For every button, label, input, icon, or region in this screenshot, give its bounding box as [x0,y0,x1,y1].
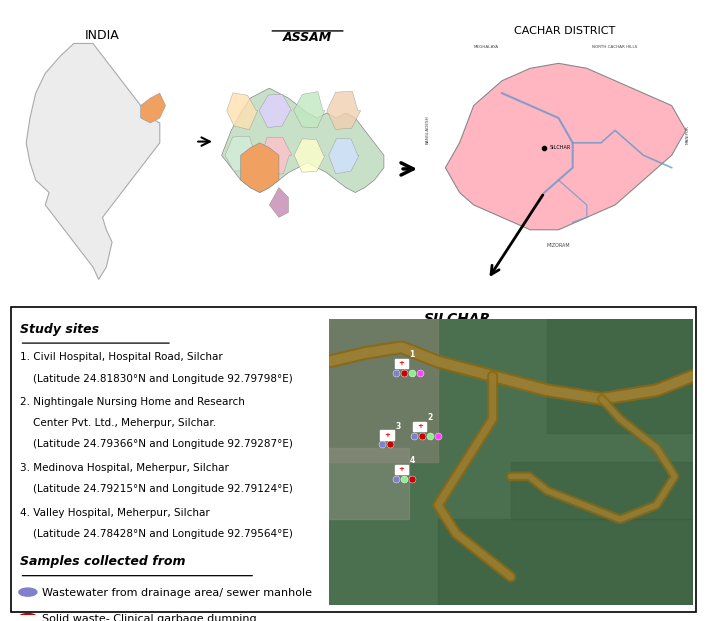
Text: MANIPUR: MANIPUR [686,125,690,144]
Polygon shape [240,143,279,193]
Polygon shape [269,188,288,217]
Text: 1: 1 [409,350,415,360]
Text: (Latitude 24.79366°N and Longitude 92.79287°E): (Latitude 24.79366°N and Longitude 92.79… [20,440,293,450]
Text: 4: 4 [409,456,415,466]
Text: Wastewater from drainage area/ sewer manhole: Wastewater from drainage area/ sewer man… [42,588,312,598]
Text: BANGLADESH: BANGLADESH [426,116,430,144]
Polygon shape [262,137,292,175]
Polygon shape [222,88,384,193]
Bar [329,448,409,519]
Polygon shape [227,93,258,130]
Text: +: + [384,432,390,438]
Text: (Latitude 24.81830°N and Longitude 92.79798°E): (Latitude 24.81830°N and Longitude 92.79… [20,374,292,384]
Text: NORTH CACHAR HILLS: NORTH CACHAR HILLS [592,45,638,50]
Polygon shape [293,91,325,128]
Polygon shape [445,63,686,230]
Circle shape [19,614,37,621]
Text: (Latitude 24.79215°N and Longitude 92.79124°E): (Latitude 24.79215°N and Longitude 92.79… [20,484,293,494]
Bar [413,422,426,431]
Text: ASSAM: ASSAM [283,31,332,44]
Text: Center Pvt. Ltd., Meherpur, Silchar.: Center Pvt. Ltd., Meherpur, Silchar. [20,419,216,428]
Text: Study sites: Study sites [20,323,99,336]
Polygon shape [225,136,255,171]
Text: +: + [399,466,404,473]
Bar [329,319,438,462]
Text: MEGHALAYA: MEGHALAYA [474,45,499,50]
Text: CACHAR DISTRICT: CACHAR DISTRICT [513,26,615,36]
Text: MIZORAM: MIZORAM [547,243,571,248]
Text: 2: 2 [428,414,433,422]
Text: 4. Valley Hospital, Meherpur, Silchar: 4. Valley Hospital, Meherpur, Silchar [20,508,209,518]
Polygon shape [141,93,165,123]
Text: +: + [417,424,423,430]
Text: 2. Nightingale Nursing Home and Research: 2. Nightingale Nursing Home and Research [20,397,245,407]
Bar [438,519,693,605]
Text: SILCHAR: SILCHAR [424,312,491,326]
Bar [395,465,408,474]
Bar [380,430,394,440]
Polygon shape [294,139,325,172]
Polygon shape [327,91,361,129]
Text: +: + [399,360,404,366]
Bar [510,462,693,519]
Polygon shape [259,94,291,127]
Text: 3. Medinova Hospital, Meherpur, Silchar: 3. Medinova Hospital, Meherpur, Silchar [20,463,228,473]
Text: 3: 3 [395,422,400,431]
Circle shape [19,588,37,596]
Polygon shape [26,43,160,279]
Text: Samples collected from: Samples collected from [20,556,185,568]
Text: Solid waste- Clinical garbage dumping: Solid waste- Clinical garbage dumping [42,614,257,621]
Text: INDIA: INDIA [85,29,120,42]
Bar [395,359,408,368]
Polygon shape [329,138,359,174]
Text: (Latitude 24.78428°N and Longitude 92.79564°E): (Latitude 24.78428°N and Longitude 92.79… [20,529,293,539]
Text: SILCHAR: SILCHAR [550,145,571,150]
Text: 1. Civil Hospital, Hospital Road, Silchar: 1. Civil Hospital, Hospital Road, Silcha… [20,353,222,363]
Bar [547,319,693,433]
